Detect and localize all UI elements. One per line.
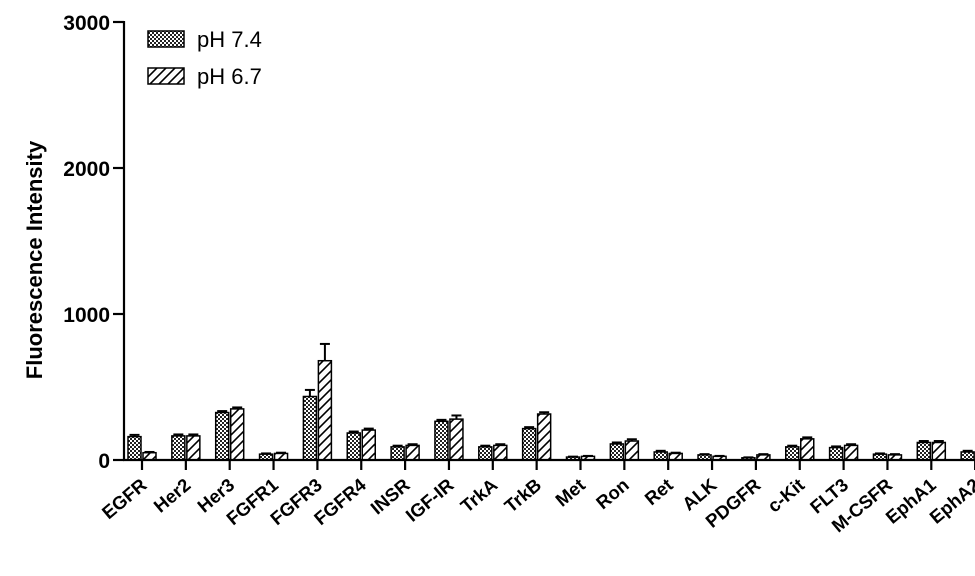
y-axis-title: Fluorescence Intensity <box>22 140 47 379</box>
bar-fgfr4-series-2 <box>361 429 376 461</box>
bar-trkb-series-1 <box>521 427 537 461</box>
x-tick-label-egfr: EGFR <box>98 474 151 523</box>
bar-her2-series-1 <box>171 435 186 461</box>
y-tick-label-0: 0 <box>98 450 110 473</box>
x-tick-label-trka: TrkA <box>456 474 501 517</box>
x-tick-label-trkb: TrkB <box>500 474 545 517</box>
bar-fgfr3-series-1 <box>302 395 318 461</box>
x-tick-label-c-kit: c-Kit <box>763 474 808 517</box>
bar-insr-series-1 <box>390 446 405 461</box>
y-tick-label-3000: 3000 <box>63 12 110 35</box>
bar-trkb-series-2 <box>536 413 552 461</box>
bar-c-kit-series-1 <box>785 446 800 461</box>
y-tick-label-1000: 1000 <box>63 304 110 327</box>
bar-her3-series-1 <box>214 411 230 461</box>
plot-area: 0100020003000EGFRHer2Her3FGFR1FGFR3FGFR4… <box>63 12 975 536</box>
legend-swatch-series-2 <box>147 67 185 85</box>
bar-epha1-series-1 <box>916 441 932 461</box>
bar-flt3-series-2 <box>843 444 859 461</box>
x-tick-label-ret: Ret <box>640 474 676 509</box>
x-tick-label-ron: Ron <box>592 474 633 513</box>
bar-her2-series-2 <box>186 435 201 461</box>
bar-ret-series-1 <box>653 451 668 461</box>
x-tick-label-her2: Her2 <box>149 474 194 517</box>
bar-fgfr3-series-2 <box>317 359 333 461</box>
legend-label-series-1: pH 7.4 <box>197 27 262 52</box>
bar-flt3-series-1 <box>828 446 844 461</box>
bar-epha1-series-2 <box>931 441 947 461</box>
bar-epha2-series-1 <box>960 451 975 461</box>
x-tick-label-met: Met <box>551 474 589 511</box>
bar-trka-series-1 <box>478 446 493 461</box>
bar-trka-series-2 <box>493 444 508 461</box>
bar-egfr-series-1 <box>127 435 142 461</box>
legend-label-series-2: pH 6.7 <box>197 64 262 89</box>
bar-ron-series-1 <box>609 443 625 461</box>
bar-c-kit-series-2 <box>800 438 815 461</box>
bar-igf-ir-series-1 <box>434 420 449 461</box>
legend-swatch-series-1 <box>147 30 185 48</box>
bar-igf-ir-series-2 <box>449 418 464 461</box>
legend: pH 7.4 pH 6.7 <box>147 27 262 89</box>
bar-her3-series-2 <box>229 408 245 461</box>
x-tick-label-igf-ir: IGF-IR <box>402 474 458 526</box>
bar-ron-series-2 <box>624 440 640 461</box>
bar-fgfr4-series-1 <box>346 432 361 461</box>
bar-insr-series-2 <box>405 444 420 461</box>
y-tick-label-2000: 2000 <box>63 158 110 181</box>
